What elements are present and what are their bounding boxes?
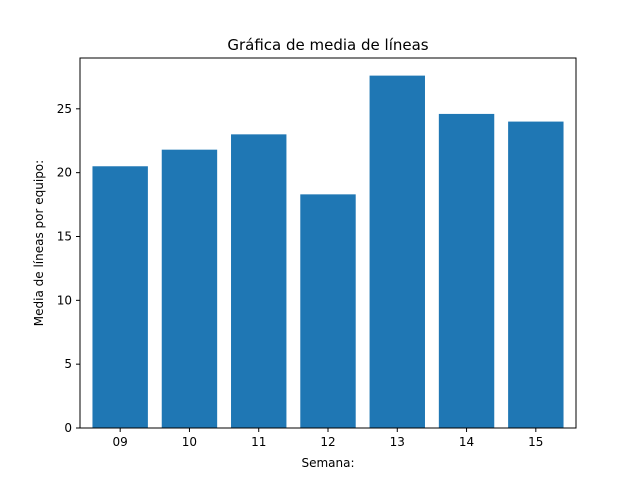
x-tick-label: 13 [390,435,405,449]
x-axis-label: Semana: [301,456,354,470]
y-tick-label: 20 [57,166,72,180]
y-tick-label: 5 [64,357,72,371]
y-tick-label: 25 [57,102,72,116]
x-tick-label: 15 [528,435,543,449]
x-tick-label: 12 [320,435,335,449]
bars-layer [92,75,564,429]
chart-title: Gráfica de media de líneas [227,36,428,54]
x-tick-label: 10 [182,435,197,449]
axes-layer: 09 10 11 12 13 14 15 0 5 10 15 20 25 [57,57,577,449]
bar-15 [508,121,564,428]
y-tick-label: 0 [64,421,72,435]
x-tick-label: 14 [459,435,474,449]
y-tick-label: 15 [57,229,72,243]
y-axis-label: Media de líneas por equipo: [32,160,46,326]
plot-frame [79,57,577,429]
x-tick-label: 09 [113,435,128,449]
bar-12 [300,194,356,428]
bar-11 [231,134,287,428]
bar-09 [92,166,148,429]
x-tick-label: 11 [251,435,266,449]
bar-10 [161,149,218,429]
y-tick-label: 10 [57,293,72,307]
bar-14 [438,113,495,428]
bar-13 [369,75,425,428]
